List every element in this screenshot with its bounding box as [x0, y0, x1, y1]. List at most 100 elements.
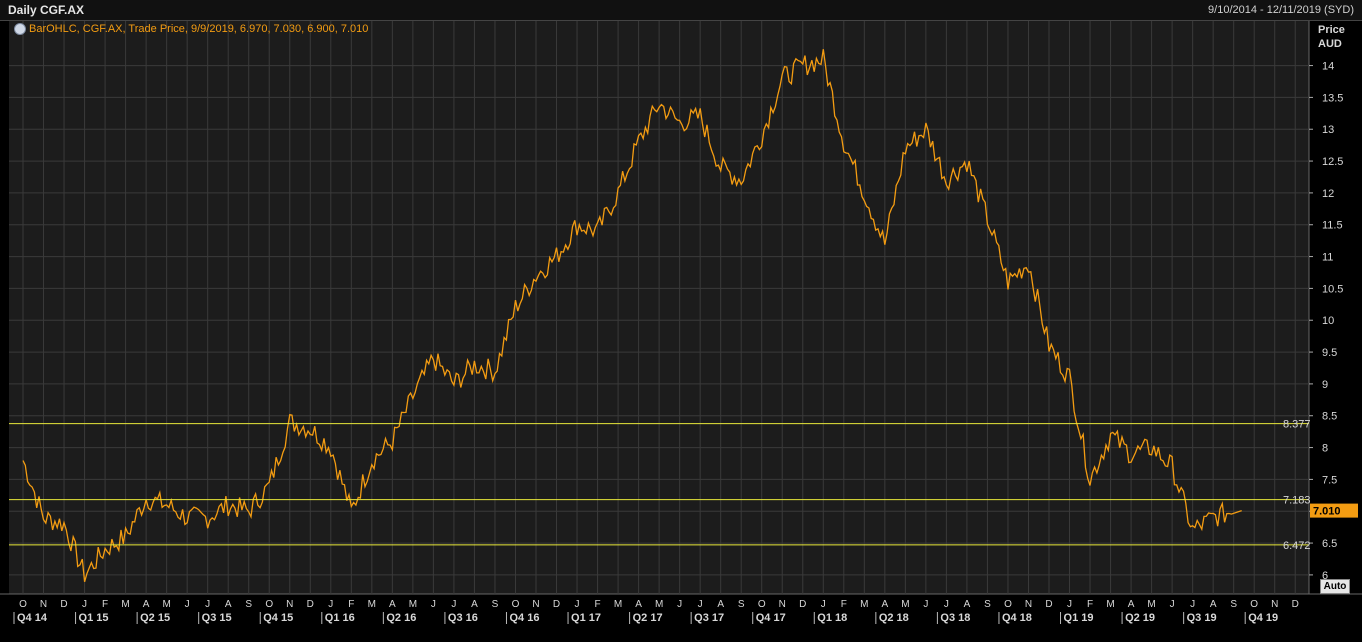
y-axis-unit: AUD — [1318, 38, 1342, 50]
date-range: 9/10/2014 - 12/11/2019 (SYD) — [1208, 4, 1354, 16]
x-month-label: F — [348, 599, 354, 610]
y-tick-label: 8 — [1322, 443, 1328, 455]
auto-scale-button[interactable]: Auto — [1320, 579, 1350, 594]
y-tick-label: 13 — [1322, 124, 1334, 136]
x-quarter-label: Q1 15 — [79, 612, 109, 624]
x-month-label: J — [944, 599, 949, 610]
x-quarter-label: Q4 19 — [1248, 612, 1278, 624]
y-axis-title: Price — [1318, 24, 1345, 36]
y-tick-label: 9.5 — [1322, 347, 1337, 359]
support-line-label: 7.183 — [1283, 495, 1311, 507]
x-quarter-label: Q4 17 — [756, 612, 786, 624]
x-quarter-label: Q2 19 — [1125, 612, 1155, 624]
x-month-label: F — [841, 599, 847, 610]
legend-text: BarOHLC, CGF.AX, Trade Price, 9/9/2019, … — [29, 23, 369, 35]
x-month-label: N — [532, 599, 539, 610]
x-month-label: J — [431, 599, 436, 610]
y-tick-label: 10.5 — [1322, 283, 1343, 295]
x-quarter-label: Q3 19 — [1187, 612, 1217, 624]
y-tick-label: 8.5 — [1322, 411, 1337, 423]
x-month-label: A — [225, 599, 232, 610]
x-month-label: F — [1087, 599, 1093, 610]
last-price-label: 7.010 — [1313, 506, 1341, 518]
x-month-label: O — [758, 599, 766, 610]
y-tick-label: 7.5 — [1322, 474, 1337, 486]
x-month-label: S — [245, 599, 252, 610]
y-tick-label: 12 — [1322, 188, 1334, 200]
x-quarter-label: Q1 16 — [325, 612, 355, 624]
x-month-label: M — [409, 599, 417, 610]
x-month-label: J — [677, 599, 682, 610]
x-month-label: A — [143, 599, 150, 610]
x-month-label: O — [512, 599, 520, 610]
y-tick-label: 9 — [1322, 379, 1328, 391]
x-month-label: N — [1271, 599, 1278, 610]
x-month-label: J — [575, 599, 580, 610]
y-tick-label: 11.5 — [1322, 220, 1343, 232]
x-month-label: D — [1045, 599, 1052, 610]
x-month-label: N — [1025, 599, 1032, 610]
x-month-label: J — [821, 599, 826, 610]
x-month-label: M — [614, 599, 622, 610]
x-month-label: N — [286, 599, 293, 610]
x-month-label: M — [655, 599, 663, 610]
y-tick-label: 11 — [1322, 252, 1333, 264]
x-quarter-label: Q3 15 — [202, 612, 232, 624]
x-month-label: O — [1004, 599, 1012, 610]
x-quarter-label: Q1 18 — [817, 612, 847, 624]
x-quarter-label: Q4 15 — [263, 612, 293, 624]
x-quarter-label: Q3 16 — [448, 612, 478, 624]
y-tick-label: 13.5 — [1322, 92, 1343, 104]
y-tick-label: 10 — [1322, 315, 1334, 327]
x-month-label: M — [901, 599, 909, 610]
title-bar: Daily CGF.AX 9/10/2014 - 12/11/2019 (SYD… — [0, 0, 1362, 21]
x-month-label: J — [205, 599, 210, 610]
x-month-label: J — [185, 599, 190, 610]
x-month-label: J — [82, 599, 87, 610]
x-month-label: A — [1210, 599, 1217, 610]
x-month-label: M — [1147, 599, 1155, 610]
x-month-label: M — [121, 599, 129, 610]
x-month-label: M — [368, 599, 376, 610]
legend[interactable]: BarOHLC, CGF.AX, Trade Price, 9/9/2019, … — [14, 23, 368, 35]
x-month-label: M — [162, 599, 170, 610]
x-month-label: D — [307, 599, 314, 610]
x-month-label: J — [698, 599, 703, 610]
x-month-label: S — [738, 599, 745, 610]
x-quarter-label: Q4 18 — [1002, 612, 1032, 624]
x-month-label: F — [102, 599, 108, 610]
x-month-label: D — [799, 599, 806, 610]
y-tick-label: 6.5 — [1322, 538, 1337, 550]
y-tick-label: 6 — [1322, 570, 1328, 582]
y-axis-panel — [1309, 21, 1362, 594]
chart-title: Daily CGF.AX — [8, 3, 85, 17]
x-month-label: O — [1250, 599, 1258, 610]
x-quarter-label: Q2 15 — [140, 612, 170, 624]
series-settings-icon[interactable] — [14, 23, 26, 35]
x-month-label: J — [1067, 599, 1072, 610]
x-quarter-label: Q1 19 — [1064, 612, 1094, 624]
x-month-label: J — [328, 599, 333, 610]
x-month-label: D — [60, 599, 67, 610]
x-quarter-label: Q4 16 — [509, 612, 539, 624]
x-month-label: S — [984, 599, 991, 610]
price-series-line — [22, 49, 1242, 582]
x-month-label: A — [882, 599, 889, 610]
x-month-label: F — [595, 599, 601, 610]
x-month-label: O — [265, 599, 273, 610]
x-quarter-label: Q1 17 — [571, 612, 601, 624]
x-quarter-label: Q3 18 — [940, 612, 970, 624]
support-line-label: 8.377 — [1283, 419, 1311, 431]
x-month-label: J — [1190, 599, 1195, 610]
x-quarter-label: Q4 14 — [17, 612, 48, 624]
x-month-label: O — [19, 599, 27, 610]
x-quarter-label: Q3 17 — [694, 612, 724, 624]
x-quarter-label: Q2 17 — [633, 612, 663, 624]
last-price-tag — [1310, 503, 1358, 518]
x-month-label: M — [1106, 599, 1114, 610]
x-month-label: N — [779, 599, 786, 610]
x-month-label: A — [1128, 599, 1135, 610]
x-month-label: S — [1230, 599, 1237, 610]
